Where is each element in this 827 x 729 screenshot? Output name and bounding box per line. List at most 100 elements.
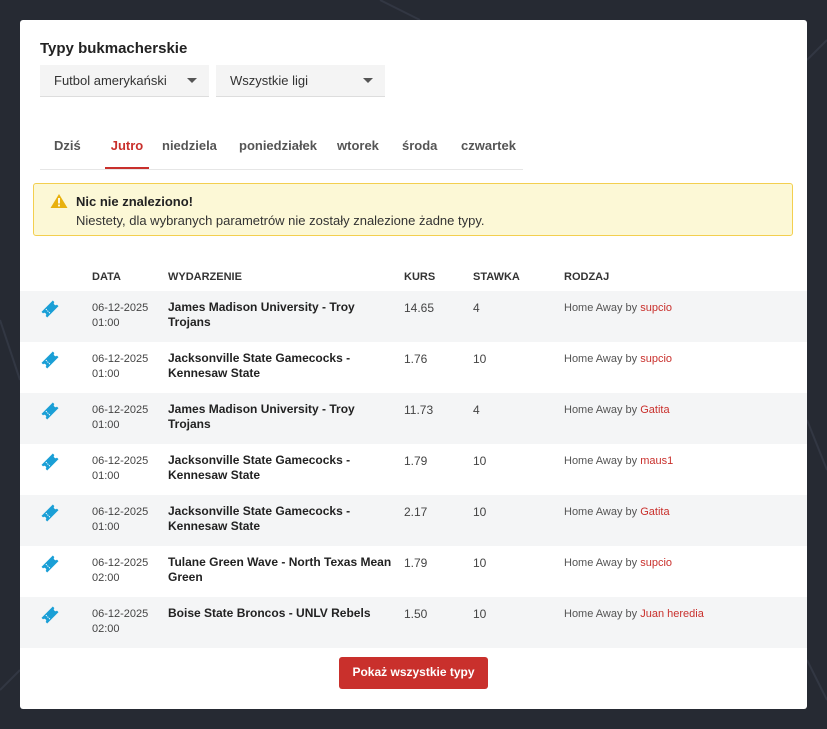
tip-date: 06-12-2025 01:00 — [92, 505, 148, 535]
tip-odds: 14.65 — [404, 301, 435, 315]
tip-event[interactable]: Boise State Broncos - UNLV Rebels — [168, 606, 371, 620]
tip-event[interactable]: Jacksonville State Gamecocks - Kennesaw … — [168, 453, 351, 482]
tip-odds: 1.50 — [404, 607, 428, 621]
table-row[interactable]: 06-12-2025 01:00 Jacksonville State Game… — [20, 444, 807, 495]
tip-stake: 10 — [473, 454, 487, 468]
league-select-value: Wszystkie ligi — [230, 73, 309, 88]
tip-odds: 1.79 — [404, 556, 428, 570]
table-row[interactable]: 06-12-2025 02:00 Tulane Green Wave - Nor… — [20, 546, 807, 597]
tip-type-label: Home Away by — [564, 506, 641, 518]
warning-icon — [50, 194, 68, 208]
table-row[interactable]: 06-12-2025 01:00 James Madison Universit… — [20, 291, 807, 342]
tip-stake: 10 — [473, 352, 487, 366]
tip-date: 06-12-2025 02:00 — [92, 556, 148, 586]
tip-date-day: 06-12-2025 — [92, 608, 149, 620]
ticket-icon — [40, 452, 60, 477]
table-row[interactable]: 06-12-2025 01:00 Jacksonville State Game… — [20, 342, 807, 393]
tip-author-link[interactable]: Juan heredia — [640, 608, 704, 620]
tip-type: Home Away by Juan heredia — [564, 608, 704, 620]
ticket-icon — [40, 401, 60, 426]
tip-type-label: Home Away by — [564, 608, 641, 620]
tab-poniedzialek[interactable]: poniedziałek — [239, 138, 318, 153]
tips-panel: Typy bukmacherskie Futbol amerykański Ws… — [20, 20, 807, 709]
tab-dzis[interactable]: Dziś — [54, 138, 81, 153]
tab-czwartek[interactable]: czwartek — [461, 138, 516, 153]
tip-date-day: 06-12-2025 — [92, 506, 149, 518]
tip-stake: 10 — [473, 607, 487, 621]
tip-author-link[interactable]: maus1 — [640, 455, 674, 467]
tip-type: Home Away by supcio — [564, 557, 672, 569]
tip-event[interactable]: James Madison University - Troy Trojans — [168, 402, 355, 431]
tip-event[interactable]: Tulane Green Wave - North Texas Mean Gre… — [168, 555, 392, 584]
tip-author-link[interactable]: supcio — [640, 353, 673, 365]
header-date: DATA — [92, 271, 121, 283]
tip-date-day: 06-12-2025 — [92, 455, 149, 467]
ticket-icon — [40, 554, 60, 579]
tip-date: 06-12-2025 01:00 — [92, 403, 148, 433]
tip-author-link[interactable]: supcio — [640, 557, 673, 569]
tip-date: 06-12-2025 01:00 — [92, 301, 148, 331]
tab-jutro-label: Jutro — [110, 138, 144, 153]
caret-down-icon — [187, 78, 197, 83]
tip-event[interactable]: Jacksonville State Gamecocks - Kennesaw … — [168, 504, 351, 533]
tip-stake: 10 — [473, 556, 487, 570]
tip-date-time: 01:00 — [92, 368, 120, 380]
show-all-tips-button[interactable]: Pokaż wszystkie typy — [339, 657, 488, 689]
tip-author-link[interactable]: supcio — [640, 302, 673, 314]
no-results-alert: Nic nie znaleziono! Niestety, dla wybran… — [33, 183, 793, 236]
tip-date-time: 01:00 — [92, 521, 120, 533]
tip-date-time: 02:00 — [92, 572, 120, 584]
day-tabs: Dziś Jutro niedziela poniedziałek wtorek… — [40, 128, 523, 170]
page-title: Typy bukmacherskie — [40, 40, 188, 57]
ticket-icon — [40, 299, 60, 324]
tip-type-label: Home Away by — [564, 455, 641, 467]
tip-type-label: Home Away by — [564, 353, 641, 365]
tip-type-label: Home Away by — [564, 302, 641, 314]
tip-stake: 4 — [473, 301, 480, 315]
tip-type: Home Away by supcio — [564, 353, 672, 365]
tip-event[interactable]: Jacksonville State Gamecocks - Kennesaw … — [168, 351, 351, 380]
sport-select[interactable]: Futbol amerykański — [40, 65, 209, 97]
tip-type: Home Away by maus1 — [564, 455, 673, 467]
header-odds: KURS — [404, 271, 436, 283]
header-stake: STAWKA — [473, 271, 520, 283]
tip-type-label: Home Away by — [564, 404, 641, 416]
tip-stake: 4 — [473, 403, 480, 417]
tip-event[interactable]: James Madison University - Troy Trojans — [168, 300, 355, 329]
caret-down-icon — [363, 78, 373, 83]
header-event: WYDARZENIE — [168, 271, 242, 283]
tip-date-time: 01:00 — [92, 419, 120, 431]
tip-stake: 10 — [473, 505, 487, 519]
table-row[interactable]: 06-12-2025 02:00 Boise State Broncos - U… — [20, 597, 807, 648]
tip-date: 06-12-2025 01:00 — [92, 454, 148, 484]
sport-select-value: Futbol amerykański — [54, 73, 167, 88]
table-row[interactable]: 06-12-2025 01:00 Jacksonville State Game… — [20, 495, 807, 546]
tip-odds: 1.76 — [404, 352, 428, 366]
table-row[interactable]: 06-12-2025 01:00 James Madison Universit… — [20, 393, 807, 444]
tip-type: Home Away by Gatita — [564, 404, 670, 416]
tab-niedziela[interactable]: niedziela — [162, 138, 217, 153]
tip-author-link[interactable]: Gatita — [640, 506, 670, 518]
tip-date: 06-12-2025 02:00 — [92, 607, 148, 637]
tip-type-label: Home Away by — [564, 557, 641, 569]
header-type: RODZAJ — [564, 271, 610, 283]
tip-date-day: 06-12-2025 — [92, 404, 149, 416]
tab-jutro[interactable]: Jutro — [105, 128, 149, 169]
tab-sroda[interactable]: środa — [402, 138, 438, 153]
league-select[interactable]: Wszystkie ligi — [216, 65, 385, 97]
ticket-icon — [40, 605, 60, 630]
tip-odds: 11.73 — [404, 403, 434, 417]
tip-date-time: 02:00 — [92, 623, 120, 635]
ticket-icon — [40, 503, 60, 528]
tip-date-day: 06-12-2025 — [92, 302, 149, 314]
tab-wtorek[interactable]: wtorek — [337, 138, 379, 153]
tip-type: Home Away by supcio — [564, 302, 672, 314]
alert-title: Nic nie znaleziono! — [76, 194, 194, 209]
tip-date: 06-12-2025 01:00 — [92, 352, 148, 382]
tip-author-link[interactable]: Gatita — [640, 404, 670, 416]
tip-odds: 1.79 — [404, 454, 428, 468]
tip-date-day: 06-12-2025 — [92, 353, 149, 365]
tip-date-day: 06-12-2025 — [92, 557, 149, 569]
tip-odds: 2.17 — [404, 505, 428, 519]
